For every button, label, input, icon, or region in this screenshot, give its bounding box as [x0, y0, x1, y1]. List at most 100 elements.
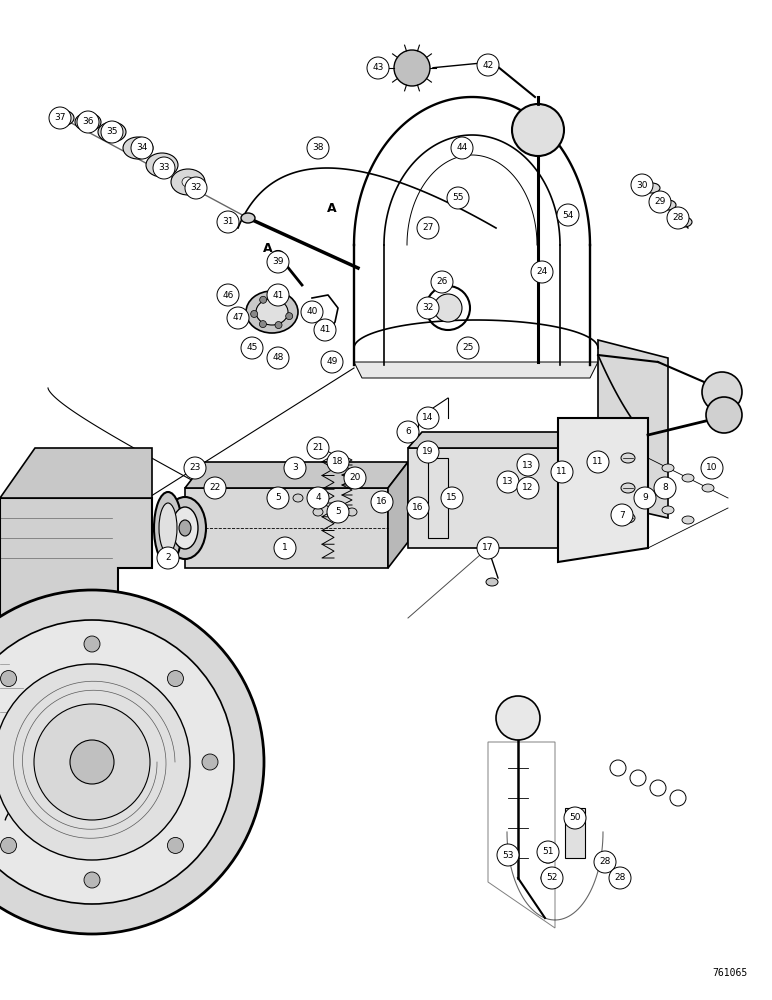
- Circle shape: [202, 754, 218, 770]
- Text: 51: 51: [542, 848, 554, 856]
- Ellipse shape: [146, 153, 178, 177]
- Polygon shape: [558, 418, 572, 562]
- Circle shape: [517, 454, 539, 476]
- Text: 1: 1: [282, 544, 288, 552]
- Circle shape: [371, 491, 393, 513]
- Circle shape: [537, 841, 559, 863]
- Polygon shape: [408, 448, 558, 548]
- Circle shape: [441, 487, 463, 509]
- Text: 5: 5: [275, 493, 281, 502]
- Circle shape: [70, 740, 114, 784]
- Ellipse shape: [598, 860, 612, 870]
- Circle shape: [259, 321, 266, 328]
- Text: 3: 3: [292, 464, 298, 473]
- Circle shape: [0, 664, 190, 860]
- Circle shape: [367, 57, 389, 79]
- Polygon shape: [565, 808, 585, 858]
- Text: 32: 32: [191, 184, 201, 192]
- Text: 6: 6: [405, 428, 411, 436]
- Circle shape: [496, 696, 540, 740]
- Polygon shape: [388, 462, 408, 568]
- Circle shape: [49, 107, 71, 129]
- Ellipse shape: [171, 169, 205, 195]
- Circle shape: [1, 837, 16, 853]
- Text: 28: 28: [672, 214, 684, 223]
- Circle shape: [217, 284, 239, 306]
- Ellipse shape: [293, 494, 303, 502]
- Text: 27: 27: [422, 224, 434, 232]
- Circle shape: [301, 301, 323, 323]
- Circle shape: [417, 441, 439, 463]
- Text: 41: 41: [320, 326, 330, 334]
- Text: 17: 17: [482, 544, 494, 552]
- Circle shape: [276, 296, 283, 303]
- Ellipse shape: [123, 137, 153, 159]
- Ellipse shape: [172, 507, 198, 549]
- Circle shape: [327, 451, 349, 473]
- Polygon shape: [558, 418, 648, 562]
- Circle shape: [457, 337, 479, 359]
- Circle shape: [286, 313, 293, 320]
- Circle shape: [267, 487, 289, 509]
- Text: 21: 21: [313, 444, 323, 452]
- Circle shape: [185, 177, 207, 199]
- Circle shape: [184, 457, 206, 479]
- Circle shape: [477, 537, 499, 559]
- Ellipse shape: [156, 160, 168, 170]
- Ellipse shape: [159, 503, 177, 553]
- Polygon shape: [185, 488, 388, 568]
- Ellipse shape: [182, 177, 194, 187]
- Circle shape: [0, 620, 234, 904]
- Text: 50: 50: [569, 814, 581, 822]
- Circle shape: [259, 296, 266, 303]
- Text: 47: 47: [232, 314, 244, 322]
- Circle shape: [0, 590, 264, 934]
- Ellipse shape: [347, 508, 357, 516]
- Text: 43: 43: [372, 64, 384, 73]
- Circle shape: [77, 111, 99, 133]
- Text: 53: 53: [503, 850, 513, 859]
- Circle shape: [1, 671, 16, 687]
- Text: 13: 13: [503, 478, 513, 487]
- Circle shape: [706, 397, 742, 433]
- Circle shape: [153, 157, 175, 179]
- Ellipse shape: [660, 200, 676, 210]
- Text: 37: 37: [54, 113, 66, 122]
- Polygon shape: [0, 498, 152, 648]
- Circle shape: [307, 487, 329, 509]
- Circle shape: [631, 174, 653, 196]
- Circle shape: [321, 351, 343, 373]
- Text: 55: 55: [452, 194, 464, 202]
- Ellipse shape: [164, 497, 206, 559]
- Ellipse shape: [241, 213, 255, 223]
- Circle shape: [267, 347, 289, 369]
- Text: 35: 35: [107, 127, 118, 136]
- Ellipse shape: [246, 291, 298, 333]
- Text: 24: 24: [537, 267, 547, 276]
- Circle shape: [101, 121, 123, 143]
- Circle shape: [217, 211, 239, 233]
- Text: 16: 16: [412, 504, 424, 512]
- Ellipse shape: [676, 217, 692, 227]
- Ellipse shape: [541, 873, 555, 883]
- Text: 761065: 761065: [713, 968, 748, 978]
- Circle shape: [157, 547, 179, 569]
- Text: 49: 49: [327, 358, 337, 366]
- Ellipse shape: [272, 250, 284, 259]
- Text: 22: 22: [209, 484, 221, 492]
- Polygon shape: [428, 458, 448, 538]
- Polygon shape: [354, 362, 598, 378]
- Circle shape: [634, 487, 656, 509]
- Polygon shape: [0, 448, 152, 498]
- Circle shape: [587, 451, 609, 473]
- Ellipse shape: [313, 508, 323, 516]
- Circle shape: [551, 461, 573, 483]
- Circle shape: [654, 477, 676, 499]
- Text: 28: 28: [599, 857, 611, 866]
- Circle shape: [327, 501, 349, 523]
- Circle shape: [557, 204, 579, 226]
- Circle shape: [307, 137, 329, 159]
- Circle shape: [131, 137, 153, 159]
- Polygon shape: [185, 462, 408, 488]
- Circle shape: [611, 504, 633, 526]
